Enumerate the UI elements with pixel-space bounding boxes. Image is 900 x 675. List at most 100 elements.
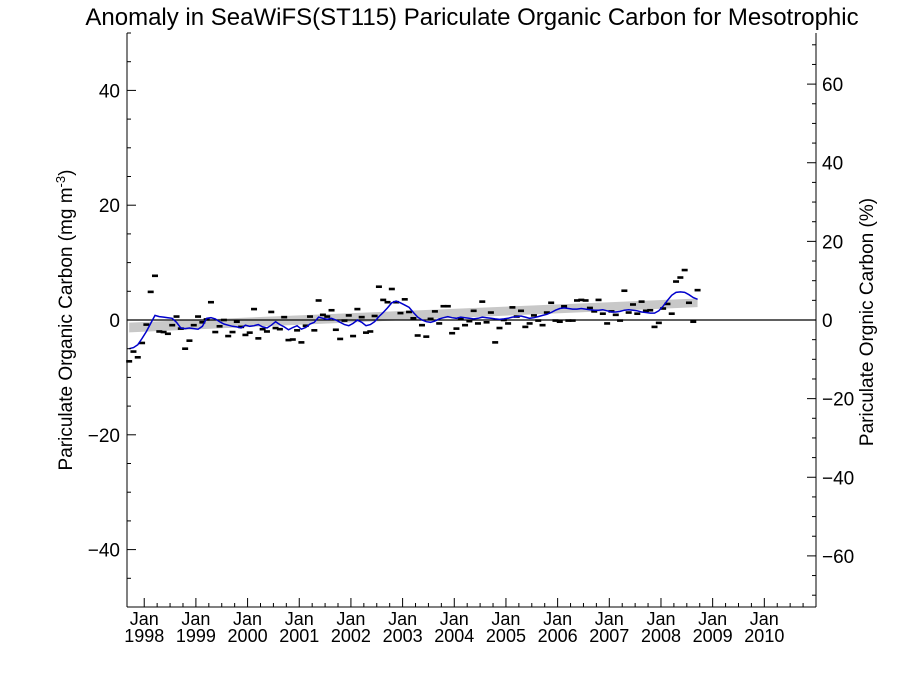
data-point: [694, 288, 701, 292]
data-point: [362, 331, 369, 334]
chart-title: Anomaly in SeaWiFS(ST115) Pariculate Org…: [85, 4, 858, 31]
x-tick-label-year: 2001: [279, 626, 319, 646]
x-tick-label-year: 2010: [744, 626, 784, 646]
data-point: [246, 331, 253, 334]
data-point: [492, 341, 499, 344]
x-tick-label-year: 2004: [434, 626, 474, 646]
data-point: [375, 285, 382, 289]
y-axis-label-left: Pariculate Organic Carbon (mg m-3): [53, 170, 77, 471]
data-point: [147, 290, 154, 294]
data-point: [431, 310, 438, 313]
data-point: [548, 301, 555, 305]
data-point: [212, 330, 219, 334]
data-point: [526, 322, 533, 325]
data-point: [561, 304, 568, 308]
y-tick-label-left: 0: [109, 311, 120, 332]
y-axis-label-right: Pariculate Orgnic Carbon (%): [857, 198, 878, 446]
data-point: [634, 312, 641, 315]
x-tick-label-month: Jan: [233, 609, 262, 629]
data-point: [651, 325, 658, 329]
x-tick-label-month: Jan: [130, 609, 159, 629]
x-tick-label-month: Jan: [440, 609, 469, 629]
data-point: [539, 323, 546, 327]
data-point: [535, 319, 542, 322]
data-point: [384, 300, 391, 304]
x-tick-label-month: Jan: [336, 609, 365, 629]
data-point: [677, 276, 684, 279]
data-point: [238, 325, 245, 329]
data-point: [418, 323, 425, 327]
data-point: [251, 307, 258, 311]
data-point: [229, 330, 236, 334]
data-point: [160, 330, 167, 334]
data-point: [462, 323, 469, 327]
data-point: [423, 335, 430, 338]
x-tick-label-month: Jan: [750, 609, 779, 629]
y-axis-label-left-close: ): [56, 170, 77, 176]
data-point: [552, 319, 559, 322]
data-point: [259, 327, 266, 331]
data-point: [337, 337, 344, 341]
data-point: [130, 350, 137, 353]
data-point: [505, 322, 512, 325]
x-tick-label-month: Jan: [698, 609, 727, 629]
x-tick-label-month: Jan: [595, 609, 624, 629]
data-point: [220, 318, 227, 322]
data-point: [242, 333, 249, 337]
y-axis-label-left-superscript: -3: [53, 176, 68, 188]
data-point: [595, 298, 602, 302]
data-point: [625, 311, 632, 314]
data-point: [436, 322, 443, 325]
data-point: [173, 315, 180, 318]
data-point: [582, 299, 589, 302]
data-point: [487, 311, 494, 314]
y-tick-label-right: 40: [822, 154, 843, 175]
data-point: [604, 322, 611, 325]
data-point: [522, 325, 529, 329]
data-point: [345, 314, 352, 317]
y-tick-label-right: 0: [822, 311, 833, 332]
y-tick-label-left: 40: [99, 81, 120, 102]
x-tick-label-year: 2003: [383, 626, 423, 646]
data-point: [164, 332, 171, 336]
x-tick-label-month: Jan: [285, 609, 314, 629]
data-point: [388, 287, 395, 291]
plot-area: [126, 268, 816, 363]
data-point: [199, 320, 206, 324]
x-tick-label-year: 2007: [589, 626, 629, 646]
data-point: [530, 314, 537, 317]
data-point: [518, 309, 525, 313]
data-point: [354, 307, 361, 311]
data-point: [457, 316, 464, 320]
y-tick-label-right: −60: [822, 547, 854, 568]
data-point: [591, 310, 598, 313]
data-point: [190, 323, 197, 327]
data-point: [298, 341, 305, 344]
x-tick-label-year: 2006: [538, 626, 578, 646]
y-tick-label-right: −40: [822, 468, 854, 489]
x-tick-label-year: 2005: [486, 626, 526, 646]
x-tick-label-year: 2002: [331, 626, 371, 646]
data-point: [319, 313, 326, 317]
data-point: [449, 331, 456, 335]
data-point: [143, 323, 150, 326]
data-point: [281, 315, 288, 319]
y-tick-label-right: 60: [822, 75, 843, 96]
data-point: [358, 315, 365, 319]
data-point: [410, 316, 417, 320]
data-point: [263, 330, 270, 333]
data-point: [664, 302, 671, 306]
data-point: [255, 337, 262, 340]
data-point: [427, 317, 434, 321]
y-tick-label-right: 20: [822, 232, 843, 253]
data-point: [134, 356, 141, 359]
data-point: [599, 312, 606, 315]
data-point: [612, 313, 619, 317]
data-point: [156, 330, 163, 333]
data-point: [289, 338, 296, 341]
data-point: [397, 311, 404, 315]
data-point: [315, 299, 322, 302]
data-point: [642, 309, 649, 313]
x-tick-label-month: Jan: [646, 609, 675, 629]
